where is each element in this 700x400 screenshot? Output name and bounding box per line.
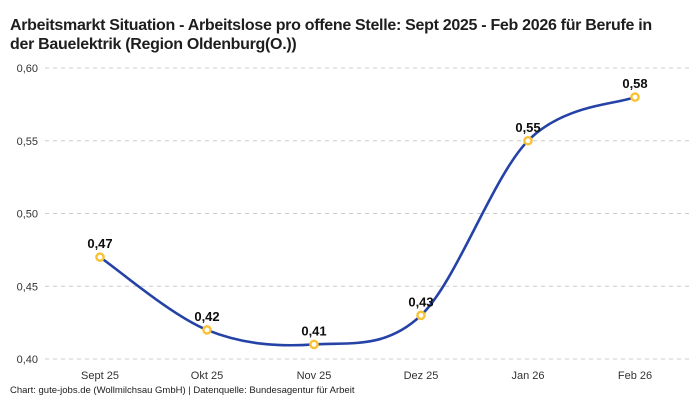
data-point-marker [202, 325, 212, 335]
y-axis-tick-label: 0,60 [17, 63, 38, 75]
y-axis-tick-label: 0,45 [17, 281, 38, 293]
chart-attribution: Chart: gute-jobs.de (Wollmilchsau GmbH) … [10, 385, 355, 396]
x-axis-tick-label: Okt 25 [191, 370, 223, 382]
data-point-marker [416, 310, 426, 321]
y-axis-tick-label: 0,50 [17, 209, 38, 221]
data-point-marker [309, 339, 319, 350]
data-point-label: 0,41 [301, 323, 326, 338]
data-point-label: 0,43 [408, 294, 433, 309]
data-point-label: 0,55 [515, 120, 540, 135]
data-point-label: 0,58 [622, 76, 647, 91]
x-axis-tick-label: Jan 26 [511, 370, 544, 382]
series-line [98, 95, 637, 347]
x-axis-tick-label: Feb 26 [618, 370, 652, 382]
chart-title: Arbeitsmarkt Situation - Arbeitslose pro… [10, 16, 652, 53]
data-point-marker [95, 252, 105, 262]
y-axis-tick-label: 0,40 [17, 354, 38, 366]
x-axis-tick-label: Dez 25 [404, 370, 439, 382]
y-axis-tick-label: 0,55 [17, 136, 38, 148]
data-point-marker [630, 92, 640, 102]
x-axis-tick-label: Nov 25 [297, 370, 332, 382]
x-axis-tick-label: Sept 25 [81, 370, 119, 382]
data-point-label: 0,47 [87, 236, 112, 251]
data-point-label: 0,42 [194, 309, 219, 324]
data-point-marker [523, 135, 533, 146]
